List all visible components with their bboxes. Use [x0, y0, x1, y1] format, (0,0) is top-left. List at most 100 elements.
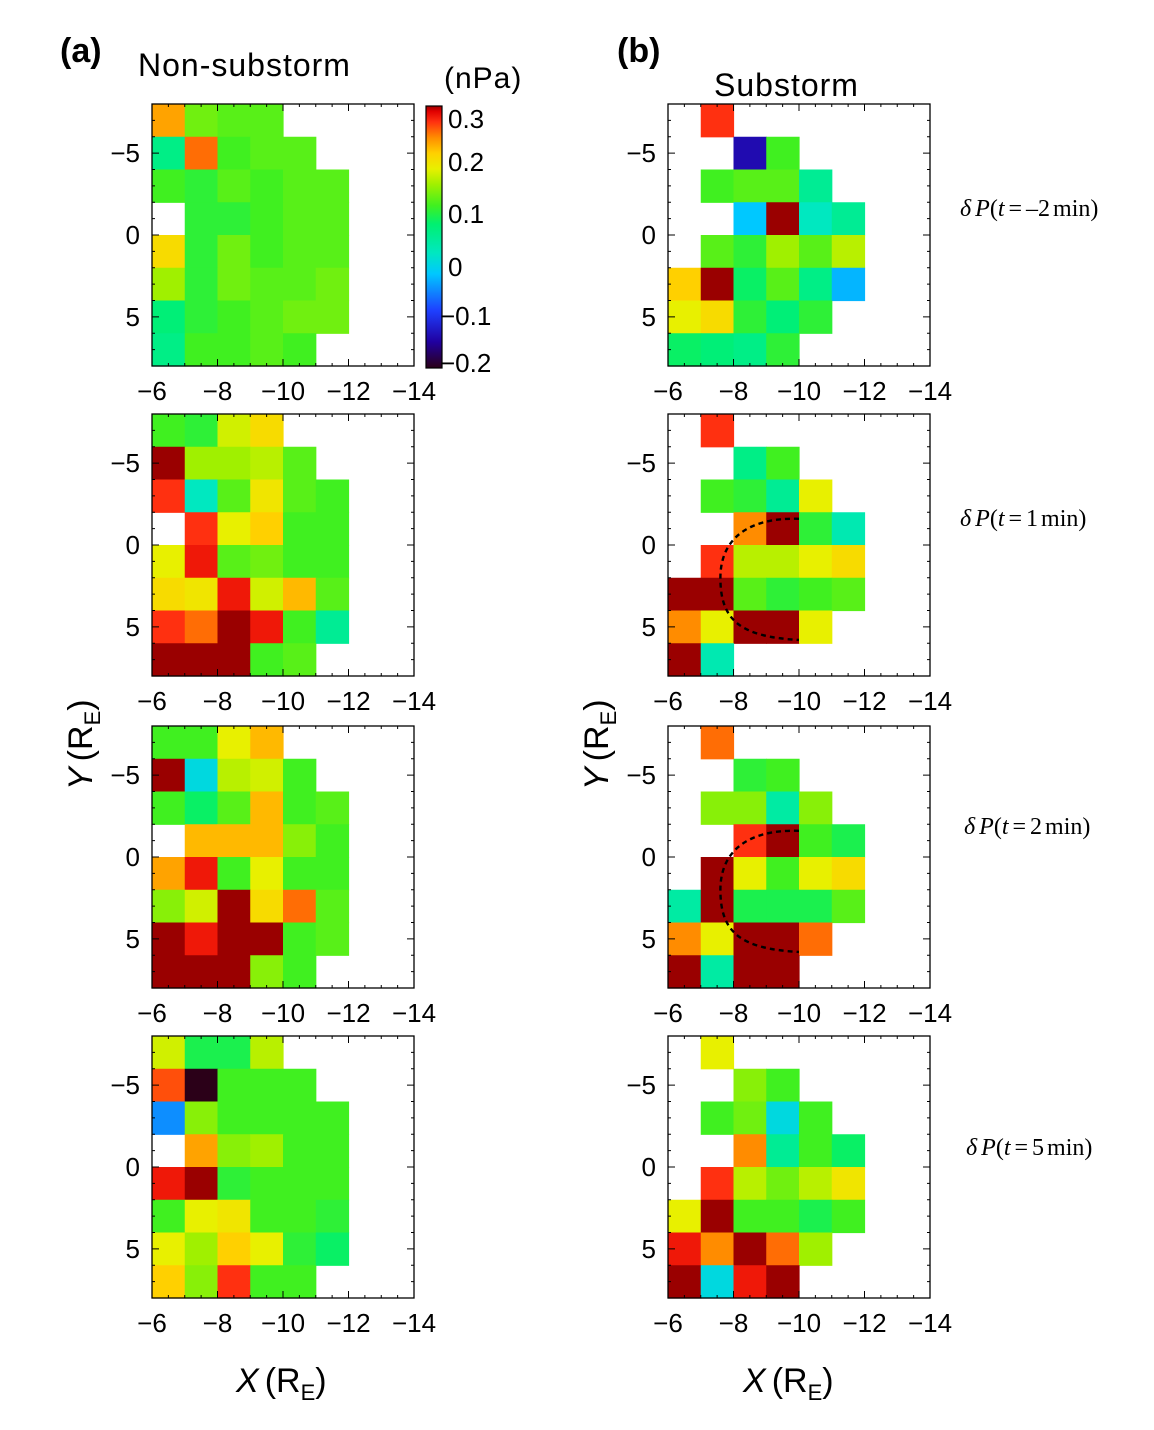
- heatmap-cell: [700, 922, 735, 956]
- heatmap-cell: [184, 202, 219, 236]
- heatmap-cell: [668, 889, 702, 924]
- heatmap-cell: [283, 824, 317, 858]
- heatmap-cell: [217, 1265, 251, 1299]
- x-tick-label: −12: [326, 998, 370, 1028]
- heatmap-cell: [217, 643, 251, 677]
- heatmap-panel: −6 −8 −10 −12 −14 −5 0 5: [626, 413, 952, 716]
- heatmap-cell: [831, 1134, 866, 1168]
- heatmap-cell: [733, 758, 767, 793]
- heatmap-cell: [184, 1265, 219, 1299]
- x-tick-label: −14: [392, 686, 436, 716]
- heatmap-cell: [217, 1167, 251, 1201]
- x-axis-title-b: X (RE): [742, 1362, 834, 1405]
- y-tick-label: 0: [642, 530, 656, 560]
- x-tick-label: −10: [777, 376, 821, 406]
- heatmap-cell: [152, 857, 186, 891]
- heatmap-cell: [184, 333, 219, 367]
- heatmap-cell: [315, 577, 350, 612]
- heatmap-cell: [217, 512, 251, 546]
- heatmap-cell: [799, 889, 833, 924]
- x-tick-label: −8: [719, 686, 749, 716]
- heatmap-cell: [184, 446, 219, 481]
- heatmap-cell: [283, 1134, 317, 1168]
- heatmap-cell: [250, 922, 284, 956]
- heatmap-cell: [184, 512, 219, 546]
- heatmap-cell: [315, 235, 350, 269]
- heatmap-cell: [250, 300, 284, 334]
- x-tick-label: −6: [653, 686, 683, 716]
- heatmap-cell: [799, 545, 833, 579]
- colorbar-tick: 0.3: [448, 104, 484, 134]
- heatmap-panels: −6 −8 −10 −12 −14 −5 0 5 −6 −8 −10 −12 −14 −5 0 5 −6 −8 −1…: [110, 103, 952, 1338]
- heatmap-cell: [152, 169, 186, 203]
- heatmap-cell: [217, 1134, 251, 1168]
- heatmap-cell: [250, 104, 284, 138]
- heatmap-cell: [152, 479, 186, 513]
- heatmap-cell: [217, 479, 251, 513]
- heatmap-cell: [184, 545, 219, 579]
- heatmap-cell: [152, 1036, 186, 1070]
- heatmap-cell: [733, 1232, 767, 1266]
- heatmap-cell: [184, 479, 219, 513]
- heatmap-cell: [184, 824, 219, 858]
- heatmap-cell: [250, 1232, 284, 1266]
- x-tick-label: −10: [261, 998, 305, 1028]
- colorbar-tick: 0: [448, 252, 462, 282]
- heatmap-cell: [799, 857, 833, 891]
- heatmap-cell: [283, 333, 317, 367]
- heatmap-cell: [733, 922, 767, 956]
- heatmap-cell: [152, 333, 186, 367]
- heatmap-cell: [700, 1232, 735, 1266]
- x-tick-label: −14: [908, 998, 952, 1028]
- heatmap-cell: [668, 1265, 702, 1299]
- heatmap-cell: [799, 824, 833, 858]
- heatmap-cell: [766, 267, 800, 302]
- x-tick-label: −8: [719, 1308, 749, 1338]
- x-tick-label: −10: [261, 376, 305, 406]
- heatmap-cell: [766, 758, 800, 793]
- heatmap-cell: [733, 1134, 767, 1168]
- column-a-title: Non-substorm: [138, 47, 351, 83]
- heatmap-cell: [217, 791, 251, 825]
- heatmap-cell: [700, 104, 735, 138]
- heatmap-panel: −6 −8 −10 −12 −14 −5 0 5: [626, 103, 952, 406]
- heatmap-cell: [250, 235, 284, 269]
- heatmap-cell: [315, 610, 350, 644]
- x-tick-label: −12: [842, 998, 886, 1028]
- heatmap-cell: [184, 1199, 219, 1234]
- heatmap-cell: [184, 1068, 219, 1103]
- heatmap-cell: [766, 824, 800, 858]
- heatmap-cell: [733, 577, 767, 612]
- heatmap-cell: [733, 202, 767, 236]
- heatmap-cell: [250, 857, 284, 891]
- heatmap-cell: [668, 267, 702, 302]
- heatmap-cell: [766, 300, 800, 334]
- heatmap-cell: [766, 1199, 800, 1234]
- heatmap-cell: [315, 202, 350, 236]
- heatmap-cell: [217, 857, 251, 891]
- heatmap-cell: [152, 726, 186, 760]
- y-tick-label: −5: [626, 760, 656, 790]
- heatmap-cell: [283, 202, 317, 236]
- heatmap-cell: [700, 726, 735, 760]
- y-tick-label: 5: [126, 302, 140, 332]
- y-tick-label: −5: [626, 448, 656, 478]
- heatmap-cell: [184, 1167, 219, 1201]
- heatmap-cell: [250, 726, 284, 760]
- heatmap-cell: [152, 791, 186, 825]
- column-b-tag: (b): [617, 32, 660, 70]
- heatmap-cell: [766, 333, 800, 367]
- heatmap-cell: [184, 414, 219, 448]
- heatmap-cell: [700, 1167, 735, 1201]
- heatmap-cell: [700, 610, 735, 644]
- heatmap-cell: [217, 824, 251, 858]
- y-tick-label: 5: [642, 612, 656, 642]
- heatmap-cell: [831, 857, 866, 891]
- heatmap-cell: [799, 512, 833, 546]
- y-tick-label: −5: [110, 448, 140, 478]
- heatmap-cell: [217, 169, 251, 203]
- heatmap-cell: [250, 889, 284, 924]
- heatmap-cell: [217, 1199, 251, 1234]
- heatmap-cell: [799, 1167, 833, 1201]
- heatmap-cell: [250, 169, 284, 203]
